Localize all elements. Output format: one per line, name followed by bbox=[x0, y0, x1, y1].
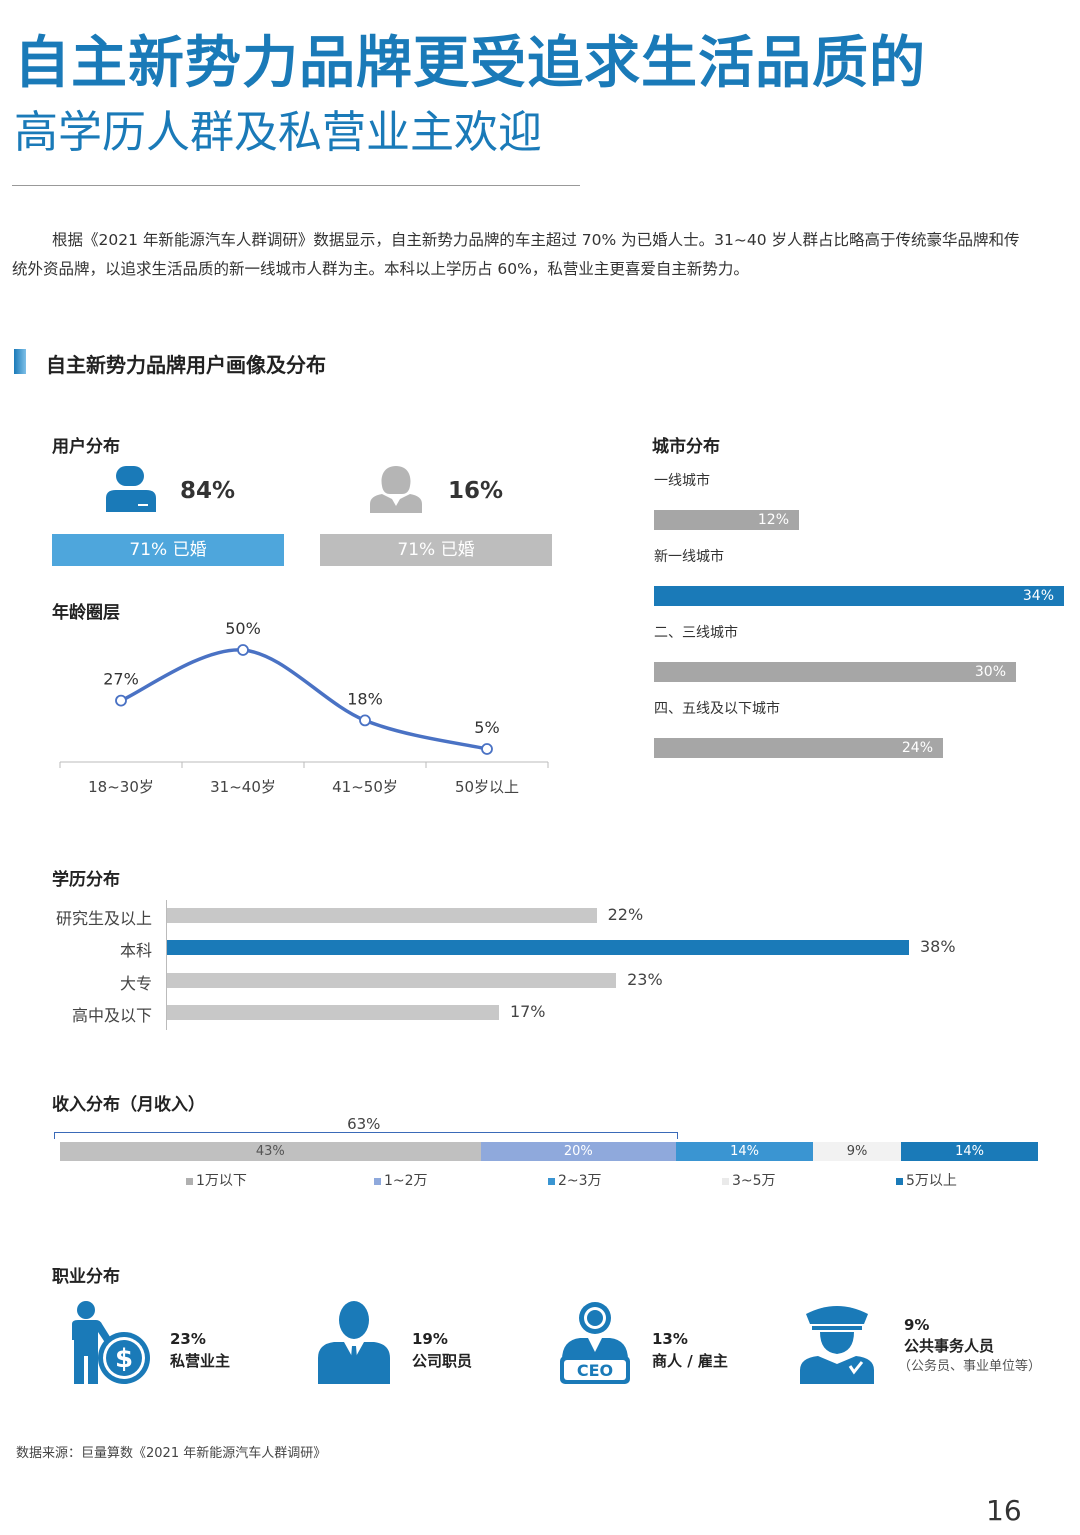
page-title: 自主新势力品牌更受追求生活品质的 bbox=[14, 31, 926, 96]
age-point bbox=[237, 644, 249, 656]
city-bar-chart: 一线城市 12% 新一线城市 34% 二、三线城市 30% 四、五线及以下城市 24% bbox=[654, 470, 1074, 780]
income-bracket bbox=[54, 1132, 679, 1139]
male-pct: 84% bbox=[180, 478, 236, 504]
occupation-3-pct: 13% bbox=[652, 1330, 688, 1348]
city-category-label: 一线城市 bbox=[654, 473, 710, 489]
age-tick-label: 18~30岁 bbox=[88, 778, 154, 796]
occupation-4-sub: （公务员、事业单位等） bbox=[898, 1359, 1042, 1374]
legend-label: 3~5万 bbox=[732, 1173, 776, 1189]
age-point bbox=[481, 743, 493, 755]
city-bar: 34% bbox=[654, 586, 1064, 606]
female-married-bar: 71% 已婚 bbox=[320, 534, 552, 566]
occupation-title: 职业分布 bbox=[52, 1267, 120, 1287]
edu-category-label: 研究生及以上 bbox=[55, 909, 152, 928]
occupation-4-pct: 9% bbox=[904, 1316, 930, 1334]
svg-text:$: $ bbox=[115, 1344, 133, 1374]
income-segment: 14% bbox=[676, 1142, 814, 1161]
legend-label: 5万以上 bbox=[906, 1173, 957, 1189]
edu-bar bbox=[167, 940, 909, 956]
ceo-icon: CEO bbox=[558, 1300, 632, 1390]
section-marker bbox=[14, 349, 26, 374]
edu-dist-title: 学历分布 bbox=[52, 870, 120, 890]
age-value-label: 27% bbox=[103, 670, 139, 689]
legend-swatch bbox=[896, 1177, 903, 1185]
city-bar: 24% bbox=[654, 738, 943, 758]
data-source: 数据来源：巨量算数《2021 年新能源汽车人群调研》 bbox=[16, 1446, 327, 1461]
male-married-bar: 71% 已婚 bbox=[52, 534, 284, 566]
age-value-label: 5% bbox=[474, 718, 499, 737]
female-user-icon bbox=[368, 464, 424, 518]
age-point bbox=[359, 714, 371, 727]
city-bar: 30% bbox=[654, 662, 1016, 682]
edu-category-label: 本科 bbox=[119, 941, 152, 961]
legend-label: 2~3万 bbox=[558, 1173, 602, 1189]
legend-swatch bbox=[722, 1177, 729, 1185]
income-legend-item: 1万以下 bbox=[186, 1170, 247, 1190]
age-value-label: 50% bbox=[225, 619, 261, 638]
city-category-label: 四、五线及以下城市 bbox=[654, 701, 780, 717]
age-tick-label: 31~40岁 bbox=[210, 778, 276, 796]
city-dist-title: 城市分布 bbox=[652, 437, 720, 457]
occupation-2-label: 公司职员 bbox=[412, 1352, 473, 1370]
occupation-3-label: 商人 / 雇主 bbox=[652, 1352, 728, 1370]
income-bracket-label: 63% bbox=[347, 1115, 381, 1133]
age-line-chart: 27% 18~30岁 50% 31~40岁 18% 41~50岁 5% 50岁以上 bbox=[59, 619, 549, 796]
legend-label: 1~2万 bbox=[384, 1173, 428, 1189]
edu-value-label: 17% bbox=[509, 1001, 546, 1021]
edu-value-label: 23% bbox=[627, 969, 663, 989]
occupation-1-pct: 23% bbox=[170, 1330, 206, 1348]
office-worker-icon bbox=[316, 1300, 392, 1390]
page-number: 16 bbox=[986, 1494, 1022, 1527]
city-bar: 12% bbox=[654, 510, 799, 530]
user-dist-label: 用户分布 bbox=[52, 437, 120, 457]
occupation-4-label: 公共事务人员 bbox=[904, 1337, 995, 1355]
income-stacked-chart: 43% 20% 14% 9% 14% 63% 1万以下 1~2万 2~3万 3~5万 5万以上 bbox=[40, 1112, 1050, 1202]
age-chart-title: 年龄圈层 bbox=[52, 603, 120, 623]
page-subtitle: 高学历人群及私营业主欢迎 bbox=[14, 107, 542, 158]
edu-bar-chart: 研究生及以上 22% 本科 38% 大专 23% 高中及以下 17% bbox=[0, 900, 1000, 1040]
police-officer-icon bbox=[798, 1300, 876, 1390]
section-title: 自主新势力品牌用户画像及分布 bbox=[46, 353, 326, 377]
occupation-2-pct: 19% bbox=[412, 1330, 448, 1348]
income-legend-item: 3~5万 bbox=[722, 1170, 776, 1190]
age-value-label: 18% bbox=[347, 689, 383, 708]
edu-value-label: 38% bbox=[920, 937, 956, 957]
income-segment: 20% bbox=[480, 1142, 677, 1161]
income-segment: 9% bbox=[813, 1142, 902, 1161]
city-category-label: 二、三线城市 bbox=[654, 625, 738, 641]
occupation-1-label: 私营业主 bbox=[170, 1352, 231, 1370]
legend-label: 1万以下 bbox=[196, 1173, 247, 1189]
age-tick-label: 41~50岁 bbox=[332, 778, 398, 796]
age-series-line bbox=[120, 648, 488, 751]
male-user-icon bbox=[104, 466, 158, 518]
edu-bar bbox=[167, 1004, 499, 1020]
edu-value-label: 22% bbox=[607, 905, 644, 924]
intro-paragraph: 根据《2021 年新能源汽车人群调研》数据显示，自主新势力品牌的车主超过 70%… bbox=[12, 231, 1020, 278]
age-point bbox=[115, 694, 127, 707]
income-legend-item: 1~2万 bbox=[374, 1170, 428, 1190]
city-category-label: 新一线城市 bbox=[654, 549, 724, 565]
legend-swatch bbox=[374, 1177, 381, 1185]
edu-category-label: 高中及以下 bbox=[71, 1005, 152, 1025]
income-segment: 43% bbox=[60, 1142, 481, 1161]
ceo-badge-text: CEO bbox=[577, 1361, 613, 1380]
edu-axis bbox=[166, 900, 167, 1030]
legend-swatch bbox=[186, 1177, 193, 1185]
legend-swatch bbox=[548, 1177, 555, 1185]
income-dist-title: 收入分布（月收入） bbox=[52, 1095, 205, 1115]
edu-category-label: 大专 bbox=[119, 973, 152, 993]
female-pct: 16% bbox=[448, 478, 504, 504]
income-segment: 14% bbox=[901, 1142, 1038, 1161]
income-legend-item: 5万以上 bbox=[896, 1170, 957, 1190]
edu-bar bbox=[167, 908, 597, 923]
edu-bar bbox=[167, 972, 617, 988]
income-legend-item: 2~3万 bbox=[548, 1170, 602, 1190]
age-tick-label: 50岁以上 bbox=[455, 778, 519, 796]
title-divider bbox=[12, 185, 580, 186]
businessman-dollar-icon: $ bbox=[68, 1300, 156, 1390]
